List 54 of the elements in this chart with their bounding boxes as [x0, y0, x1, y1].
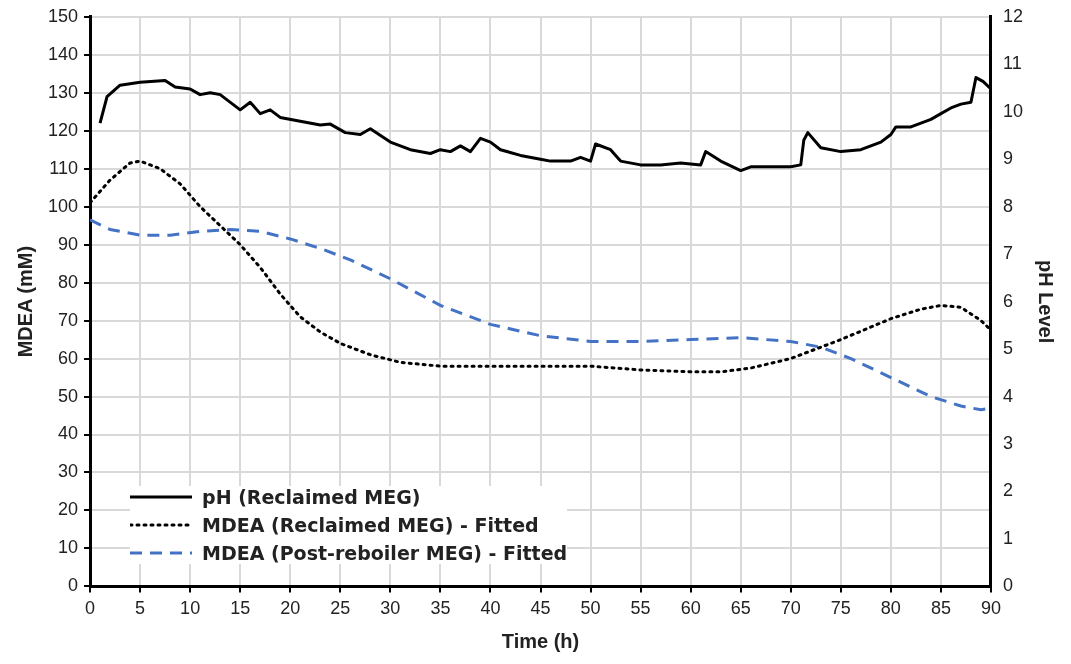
x-tick-label: 85 [930, 598, 951, 619]
y-tick-label: 10 [58, 537, 79, 558]
y2-tick-label: 1 [1002, 527, 1013, 548]
y2-tick-label: 12 [1002, 5, 1024, 26]
x-tick-label: 50 [580, 598, 601, 619]
y2-tick-label: 4 [1002, 385, 1013, 406]
x-tick-label: 75 [830, 598, 851, 619]
y-axis-title: MDEA (mM) [13, 245, 36, 358]
y2-tick-label: 7 [1002, 243, 1013, 264]
y-tick-label: 130 [47, 81, 79, 102]
x-tick-label: 65 [730, 598, 751, 619]
y2-tick-label: 9 [1002, 148, 1013, 169]
x-tick-label: 40 [480, 598, 501, 619]
legend-label: MDEA (Post-reboiler MEG) - Fitted [202, 542, 568, 565]
y-tick-label: 80 [58, 271, 79, 292]
x-tick-label: 10 [180, 598, 201, 619]
legend-label: MDEA (Reclaimed MEG) - Fitted [202, 514, 539, 537]
y-tick-label: 110 [49, 157, 79, 178]
x-tick-label: 25 [330, 598, 351, 619]
y-tick-label: 120 [47, 119, 79, 140]
y-tick-label: 150 [47, 5, 79, 26]
y-tick-label: 50 [58, 385, 79, 406]
y-tick-label: 140 [47, 43, 79, 64]
legend-label: pH (Reclaimed MEG) [202, 486, 421, 509]
y2-tick-label: 3 [1002, 432, 1013, 453]
x-tick-label: 35 [430, 598, 451, 619]
x-tick-label: 90 [980, 598, 1001, 619]
y-tick-label: 20 [58, 499, 79, 520]
x-tick-label: 45 [530, 598, 551, 619]
y2-tick-label: 6 [1002, 290, 1013, 311]
y-tick-label: 100 [47, 195, 79, 216]
y-tick-label: 70 [58, 309, 79, 330]
x-tick-label: 15 [230, 598, 251, 619]
y-tick-label: 60 [58, 347, 79, 368]
y2-tick-label: 0 [1002, 575, 1013, 596]
x-axis-title: Time (h) [501, 629, 580, 652]
y2-tick-label: 11 [1002, 53, 1022, 74]
x-tick-label: 0 [85, 598, 96, 619]
y2-tick-label: 10 [1002, 100, 1024, 121]
y-tick-label: 40 [58, 423, 79, 444]
x-tick-label: 70 [780, 598, 801, 619]
x-tick-label: 20 [280, 598, 301, 619]
x-tick-label: 60 [680, 598, 701, 619]
y-tick-label: 90 [58, 233, 79, 254]
x-tick-label: 55 [630, 598, 651, 619]
x-tick-label: 80 [880, 598, 901, 619]
x-tick-label: 5 [135, 598, 146, 619]
y2-tick-label: 8 [1002, 195, 1013, 216]
x-tick-label: 30 [380, 598, 401, 619]
y2-tick-label: 2 [1002, 480, 1013, 501]
y-tick-label: 30 [58, 461, 79, 482]
y2-axis-title: pH Level [1035, 259, 1058, 344]
y2-tick-label: 5 [1002, 338, 1013, 359]
y-tick-label: 0 [68, 575, 79, 596]
